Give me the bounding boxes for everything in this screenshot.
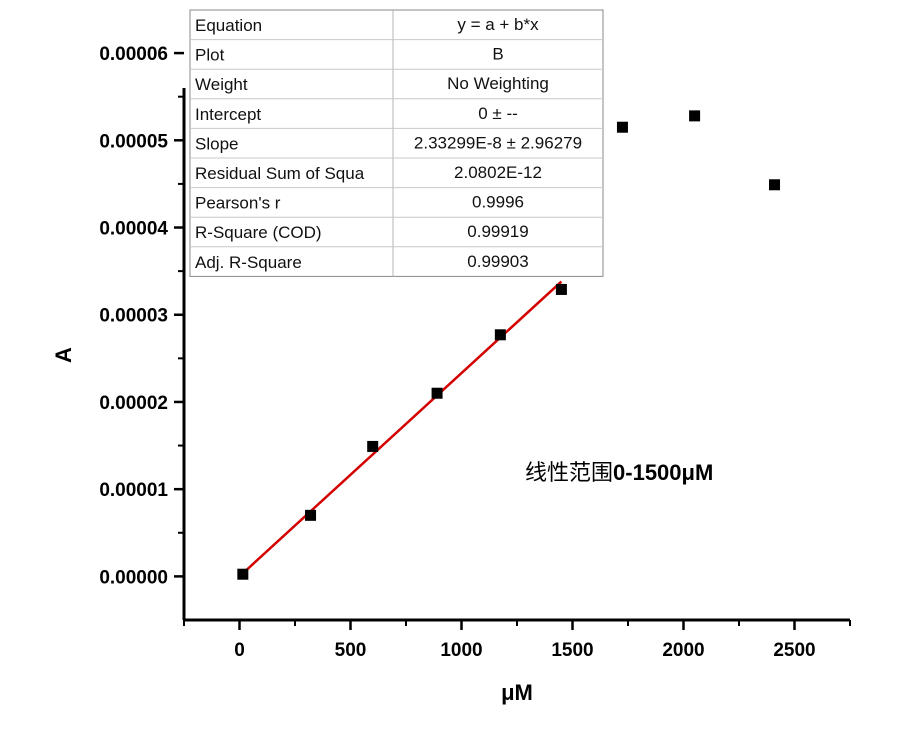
y-tick-label: 0.00003	[99, 306, 168, 327]
table-cell-value: 0 ± --	[478, 104, 518, 123]
y-tick-label: 0.00006	[99, 44, 168, 65]
data-point	[305, 510, 316, 521]
table-cell-value: B	[492, 45, 503, 64]
data-point	[689, 110, 700, 121]
table-cell-value: No Weighting	[447, 74, 549, 93]
table-cell-value: 0.99919	[467, 222, 528, 241]
annotation-suffix: 0-1500μM	[613, 460, 713, 485]
fit-results-table: Equation y = a + b*x Plot B Weight No Weighti…	[190, 10, 603, 276]
annotation-prefix: 线性范围	[525, 461, 613, 486]
table-cell-label: Slope	[195, 134, 238, 153]
x-ticks: 0 500 1000 1500 2000 2500	[184, 620, 850, 661]
x-tick-label: 1500	[551, 640, 593, 661]
data-point	[237, 569, 248, 580]
table-cell-value: y = a + b*x	[457, 15, 539, 34]
x-tick-label: 0	[234, 640, 245, 661]
y-axis-title: A	[51, 347, 76, 363]
table-cell-label: R-Square (COD)	[195, 223, 322, 242]
data-point	[432, 388, 443, 399]
y-tick-label: 0.00002	[99, 393, 168, 414]
y-tick-label: 0.00004	[99, 219, 168, 240]
x-tick-label: 1000	[440, 640, 482, 661]
table-cell-label: Weight	[195, 75, 248, 94]
x-axis-title: μM	[501, 680, 533, 705]
data-point	[769, 179, 780, 190]
x-tick-label: 2500	[773, 640, 815, 661]
fit-line	[240, 282, 562, 577]
table-cell-value: 2.0802E-12	[454, 163, 542, 182]
y-tick-label: 0.00005	[99, 131, 168, 152]
table-cell-value: 2.33299E-8 ± 2.96279	[414, 133, 582, 152]
table-cell-label: Intercept	[195, 105, 261, 124]
x-tick-label: 500	[335, 640, 367, 661]
table-cell-label: Pearson's r	[195, 194, 281, 213]
y-tick-label: 0.00001	[99, 480, 168, 501]
x-tick-label: 2000	[662, 640, 704, 661]
data-point	[367, 441, 378, 452]
table-cell-value: 0.9996	[472, 193, 524, 212]
y-ticks: 0.00000 0.00001 0.00002 0.00003 0.00004 0.000…	[99, 44, 184, 588]
table-cell-label: Plot	[195, 46, 225, 65]
data-point	[556, 284, 567, 295]
table-cell-label: Residual Sum of Squa	[195, 164, 365, 183]
y-tick-label: 0.00000	[99, 567, 168, 588]
table-cell-label: Equation	[195, 16, 262, 35]
data-point	[495, 329, 506, 340]
data-point	[617, 122, 628, 133]
table-cell-label: Adj. R-Square	[195, 253, 302, 272]
linear-range-annotation: 线性范围0-1500μM	[525, 460, 713, 486]
table-cell-value: 0.99903	[467, 252, 528, 271]
